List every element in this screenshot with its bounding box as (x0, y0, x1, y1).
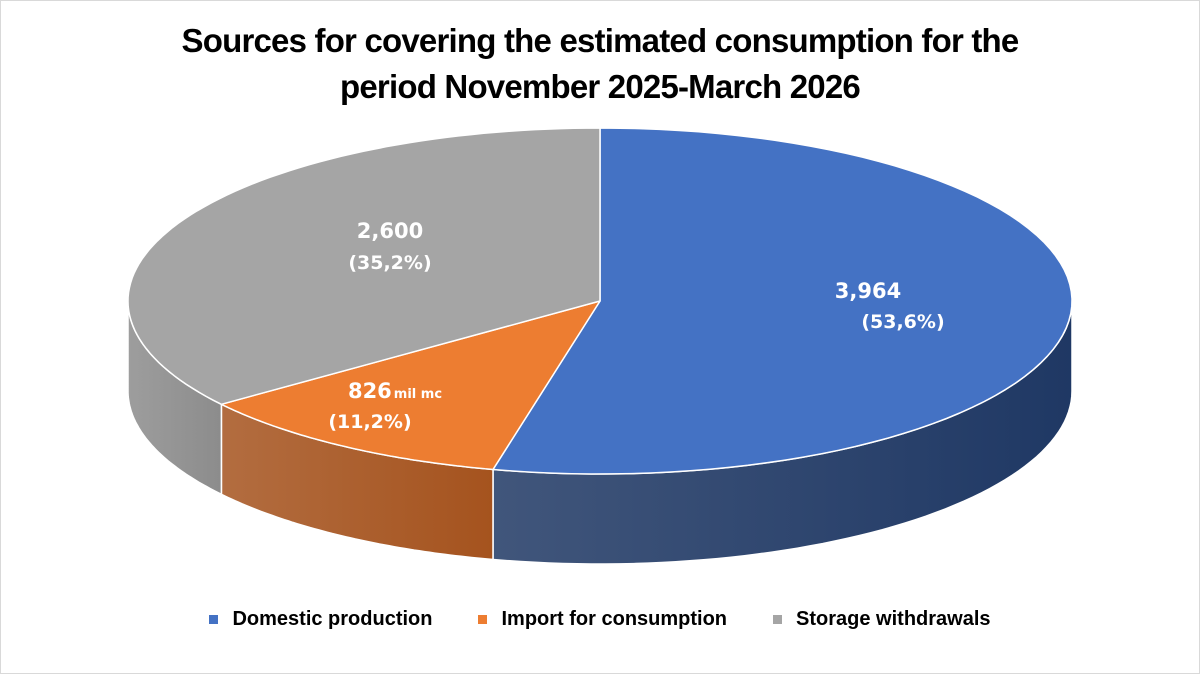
legend: Domestic production Import for consumpti… (0, 608, 1200, 631)
chart-title-line-1: Sources for covering the estimated consu… (181, 22, 1020, 59)
legend-label-storage-withdrawals: Storage withdrawals (796, 608, 991, 630)
data-label-unit: mil mc (394, 387, 442, 402)
data-label-value-domestic-production: 3,964 (835, 279, 901, 303)
data-label-percent-storage-withdrawals: (35,2%) (348, 252, 431, 274)
pie-slice-storage-withdrawals (127, 127, 601, 406)
chart-title: Sources for covering the estimated consu… (0, 18, 1200, 110)
chart-title-line-2: period November 2025-March 2026 (340, 68, 861, 105)
legend-label-import-for-consumption: Import for consumption (501, 608, 728, 630)
legend-swatch-storage-withdrawals (773, 615, 783, 624)
pie-slice-domestic-production (492, 127, 1073, 475)
legend-item-domestic-production: Domestic production (209, 608, 432, 631)
legend-swatch-import-for-consumption (478, 615, 488, 624)
legend-item-import-for-consumption: Import for consumption (478, 608, 727, 631)
data-label-percent-import-for-consumption: (11,2%) (328, 411, 411, 433)
data-label-percent-domestic-production: (53,6%) (861, 311, 944, 333)
legend-swatch-domestic-production (209, 615, 219, 624)
pie-slice-import-for-consumption (220, 300, 601, 471)
legend-item-storage-withdrawals: Storage withdrawals (773, 608, 991, 631)
data-label-value-storage-withdrawals: 2,600 (357, 219, 423, 243)
legend-label-domestic-production: Domestic production (232, 608, 433, 630)
